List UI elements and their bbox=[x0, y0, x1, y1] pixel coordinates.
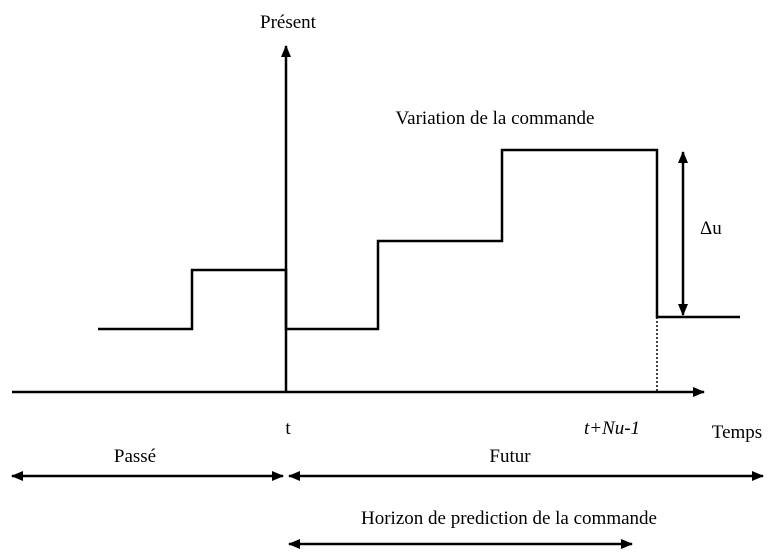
passe-label: Passé bbox=[114, 446, 156, 467]
t-nu-label: t+Nu-1 bbox=[584, 418, 640, 439]
command-signal bbox=[98, 148, 740, 331]
t-label: t bbox=[285, 418, 291, 439]
temps-label: Temps bbox=[712, 422, 762, 443]
horizon-label: Horizon de prediction de la commande bbox=[361, 508, 657, 529]
present-label: Présent bbox=[260, 12, 317, 33]
delta-u-label: Δu bbox=[700, 218, 722, 239]
variation-label: Variation de la commande bbox=[396, 108, 595, 129]
futur-label: Futur bbox=[489, 446, 531, 467]
